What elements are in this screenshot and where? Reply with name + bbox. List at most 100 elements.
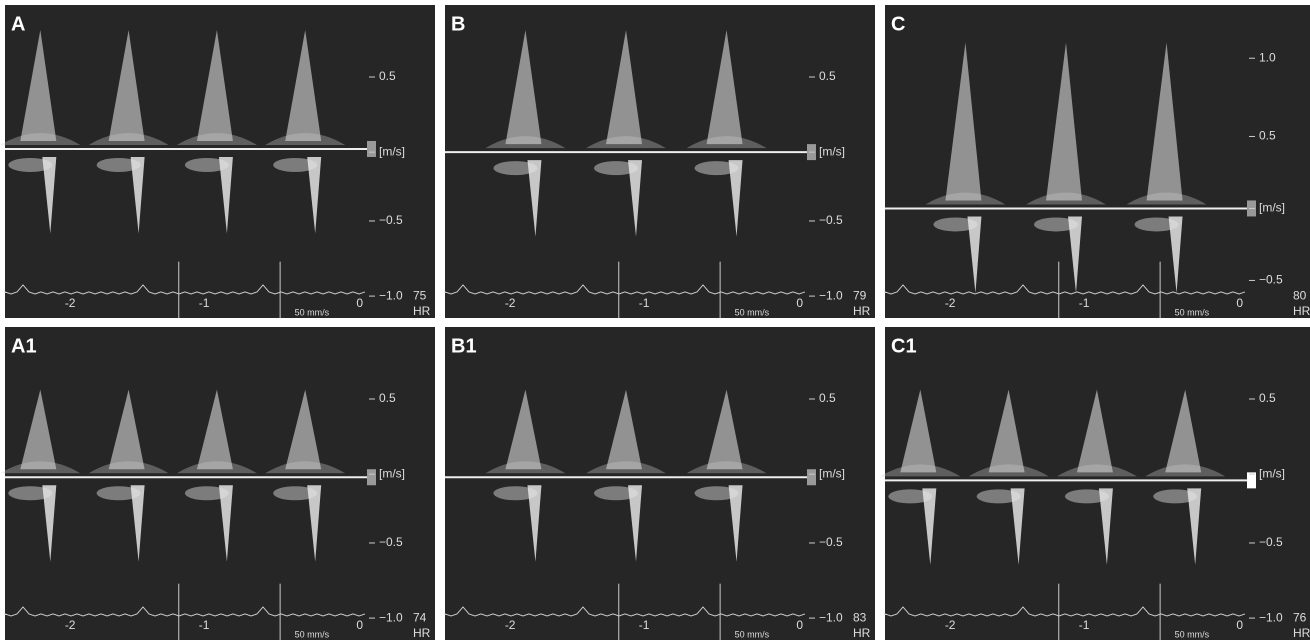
sweep-speed: 50 mm/s — [735, 308, 770, 318]
time-label: -1 — [199, 618, 210, 632]
reverse-flow — [628, 160, 642, 237]
sweep-speed: 50 mm/s — [1175, 308, 1210, 318]
reverse-blob — [493, 161, 538, 176]
flow-envelope — [1146, 42, 1183, 201]
flow-envelope — [1165, 389, 1202, 473]
flow-base — [88, 461, 169, 474]
panel-background — [445, 327, 875, 640]
scale-label: [m/s] — [1259, 201, 1285, 215]
time-label: 0 — [796, 296, 803, 310]
ecg-trace — [884, 606, 1246, 617]
time-label: -2 — [505, 618, 516, 632]
ecg-trace — [884, 284, 1246, 295]
ecg-trace — [444, 284, 806, 295]
flow-envelope — [706, 389, 743, 470]
scale-label: [m/s] — [379, 466, 405, 480]
reverse-flow — [307, 485, 322, 562]
scale-label: 0.5 — [819, 391, 836, 405]
flow-envelope — [196, 30, 233, 141]
hr-label: HR — [1293, 626, 1310, 640]
flow-envelope — [900, 389, 937, 473]
flow-envelope — [20, 30, 57, 141]
time-label: -2 — [945, 618, 956, 632]
reverse-blob — [184, 157, 229, 172]
reverse-blob — [594, 161, 638, 176]
doppler-panel: A1 0.5 [m/s] −0.5 −1.0 74 HR -2 -1 0 50 mm/s — [0, 327, 435, 640]
flow-base — [176, 461, 257, 474]
flow-base — [686, 461, 767, 474]
sweep-speed: 50 mm/s — [735, 630, 770, 640]
flow-envelope — [20, 389, 57, 470]
time-label: -1 — [199, 296, 210, 310]
flow-envelope — [706, 30, 743, 145]
reverse-flow — [922, 488, 937, 565]
scale-label: 0.5 — [379, 69, 396, 83]
reverse-flow — [1098, 488, 1113, 565]
flow-envelope — [1076, 389, 1113, 473]
baseline-marker — [807, 469, 816, 486]
scale-label: −1.0 — [819, 288, 843, 302]
flow-base — [0, 461, 81, 474]
flow-envelope — [196, 389, 233, 470]
flow-base — [586, 461, 666, 474]
doppler-panel: B 0.5 [m/s] −0.5 −1.0 79 HR -2 -1 0 50 mm/s — [444, 5, 875, 318]
time-label: -2 — [65, 296, 76, 310]
scale-label: −0.5 — [1259, 273, 1283, 287]
flow-base — [485, 136, 566, 149]
reverse-flow — [130, 485, 145, 562]
reverse-blob — [694, 161, 739, 176]
reverse-flow — [42, 485, 57, 562]
scale-label: −0.5 — [819, 213, 843, 227]
time-label: -2 — [505, 296, 516, 310]
reverse-blob — [493, 486, 538, 501]
reverse-flow — [527, 160, 542, 237]
reverse-blob — [694, 486, 739, 501]
flow-base — [586, 136, 666, 149]
reverse-blob — [8, 157, 53, 172]
flow-base — [1026, 192, 1106, 205]
ecg-trace — [444, 606, 806, 617]
panel-label: A1 — [11, 335, 37, 357]
reverse-blob — [888, 489, 933, 504]
scale-label: 0.5 — [819, 69, 836, 83]
flow-envelope — [505, 389, 542, 470]
panel-label: B1 — [451, 335, 477, 357]
flow-envelope — [505, 30, 542, 145]
flow-base — [1145, 464, 1226, 477]
flow-base — [176, 132, 257, 145]
reverse-blob — [933, 217, 978, 232]
baseline-marker — [1247, 472, 1256, 489]
reverse-blob — [1134, 217, 1179, 232]
scale-label: 0.5 — [1259, 129, 1276, 143]
reverse-blob — [184, 486, 229, 501]
flow-base — [686, 136, 767, 149]
reverse-blob — [273, 486, 318, 501]
scale-label: 0.5 — [379, 391, 396, 405]
scale-label: [m/s] — [819, 466, 845, 480]
time-label: -2 — [945, 296, 956, 310]
time-label: -2 — [65, 618, 76, 632]
reverse-blob — [976, 489, 1021, 504]
reverse-blob — [1034, 217, 1078, 232]
hr-value: 75 — [413, 288, 427, 302]
flow-base — [968, 464, 1049, 477]
hr-value: 80 — [1293, 288, 1307, 302]
reverse-flow — [1010, 488, 1025, 565]
reverse-flow — [218, 485, 233, 562]
scale-label: −1.0 — [379, 610, 403, 624]
panel-label: C — [891, 13, 905, 35]
sweep-speed: 50 mm/s — [295, 308, 330, 318]
flow-base — [88, 132, 169, 145]
hr-value: 83 — [853, 610, 867, 624]
reverse-flow — [728, 485, 743, 562]
time-label: 0 — [356, 618, 363, 632]
flow-base — [1056, 464, 1137, 477]
flow-base — [925, 192, 1006, 205]
sweep-speed: 50 mm/s — [1175, 630, 1210, 640]
flow-envelope — [945, 42, 982, 201]
time-label: -1 — [1079, 296, 1090, 310]
panel-label: B — [451, 13, 465, 35]
baseline-marker — [367, 140, 376, 157]
hr-label: HR — [413, 304, 431, 318]
